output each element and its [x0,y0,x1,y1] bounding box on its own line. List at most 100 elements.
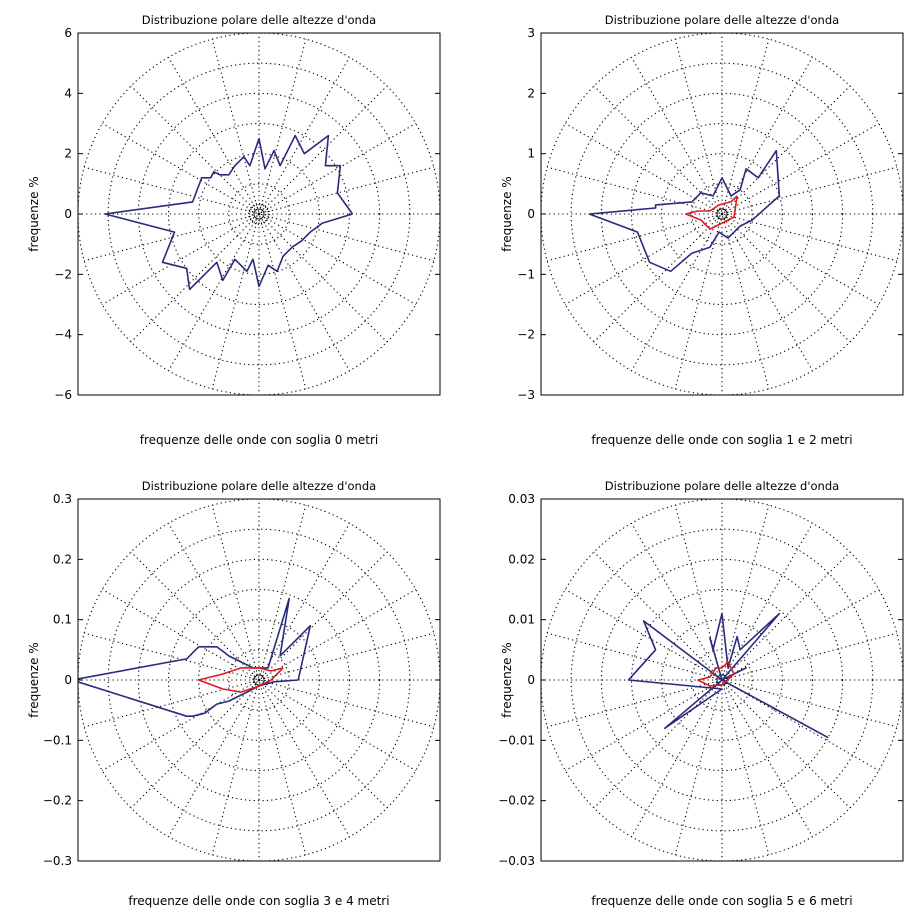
grid-ring [661,619,783,741]
y-tick-label: −0.3 [43,854,72,868]
grid-ring [691,649,753,711]
y-tick-label: 0.01 [508,613,535,627]
series-line-outer [588,149,781,273]
y-tick-label: −2 [54,267,72,281]
grid-spoke [593,213,723,343]
y-tick-label: 6 [64,26,72,40]
y-tick-label: 4 [64,86,72,100]
grid-spoke [258,551,388,681]
polar-panel-3: 0.3 0.2 0.1 0 −0.1 −0.2 −0.3 Distribuzione pola… [27,479,441,908]
plot-area [78,499,440,861]
grid-ring [630,588,814,772]
y-axis-label: frequenze % [500,176,514,251]
grid-spoke [721,56,813,215]
grid-ring [107,62,411,366]
y-tick-label: −0.03 [498,854,535,868]
grid-spoke [721,213,813,372]
grid-spoke [721,551,851,681]
series-line-outer [627,612,829,739]
polar-panel-4: 0.03 0.02 0.01 0 −0.01 −0.02 −0.03 Distribuzion… [498,479,904,908]
grid-ring [137,92,381,336]
grid-spoke [258,213,307,389]
grid-spoke [130,213,260,343]
grid-spoke [258,679,434,728]
center-ring [718,210,726,218]
grid-spoke [101,679,260,771]
grid-ring [167,588,351,772]
polar-panel-2: 3 2 1 0 −1 −2 −3 Distribuzione polare delle alt… [500,13,904,447]
chart-title: Distribuzione polare delle altezze d'ond… [142,479,376,493]
plot-area [541,499,903,861]
y-axis-label: frequenze % [27,642,41,717]
grid-ring [107,528,411,832]
chart-title: Distribuzione polare delle altezze d'ond… [605,479,839,493]
y-tick-label: −0.2 [43,794,72,808]
grid-spoke [101,123,260,215]
y-tick-label: −3 [517,388,535,402]
grid-spoke [101,589,260,681]
grid-ring [600,92,844,336]
grid-spoke [721,85,851,215]
y-tick-label: 2 [527,86,535,100]
center-ring [252,673,266,687]
grid-spoke [258,85,388,215]
grid-ring [167,122,351,306]
y-tick-label: 0 [527,673,535,687]
y-tick-label: 1 [527,147,535,161]
y-tick-label: 0.03 [508,492,535,506]
y-tick-label: −2 [517,328,535,342]
y-tick-label: 3 [527,26,535,40]
grid-spoke [593,551,723,681]
plot-area [541,33,903,395]
plot-area [78,33,440,395]
y-tick-label: −6 [54,388,72,402]
y-tick-label: 0.1 [53,613,72,627]
series-line-inner [684,195,738,230]
grid-spoke [564,123,723,215]
grid-spoke [721,522,813,681]
grid-spoke [593,679,723,809]
grid-spoke [258,56,350,215]
grid-spoke [258,166,434,215]
series-line-outer [78,597,312,718]
x-axis-label: frequenze delle onde con soglia 1 e 2 me… [591,433,852,447]
y-axis-label: frequenze % [27,176,41,251]
y-tick-label: −1 [517,267,535,281]
chart-title: Distribuzione polare delle altezze d'ond… [605,13,839,27]
y-tick-label: 0 [64,207,72,221]
y-tick-label: −4 [54,328,72,342]
x-axis-label: frequenze delle onde con soglia 0 metri [140,433,379,447]
grid-ring [198,153,320,275]
grid-ring [691,183,753,245]
grid-spoke [564,213,723,305]
grid-spoke [721,166,897,215]
y-tick-label: 0 [64,673,72,687]
grid-ring [630,122,814,306]
center-ring [255,676,263,684]
center-ring [251,206,267,222]
grid-spoke [721,679,770,855]
y-tick-label: −0.01 [498,733,535,747]
x-axis-label: frequenze delle onde con soglia 3 e 4 me… [128,894,389,908]
series-line-inner [197,667,284,693]
grid-ring [228,183,290,245]
grid-spoke [258,679,350,838]
x-axis-label: frequenze delle onde con soglia 5 e 6 me… [591,894,852,908]
grid-spoke [258,679,417,771]
grid-spoke [721,213,770,389]
series-line-outer [104,134,354,291]
grid-spoke [721,679,813,838]
center-ring [248,203,270,225]
grid-ring [137,558,381,802]
y-axis-label: frequenze % [500,642,514,717]
grid-spoke [721,213,880,305]
y-tick-label: −0.1 [43,733,72,747]
grid-ring [661,153,783,275]
grid-spoke [564,589,723,681]
center-ring [718,676,726,684]
grid-spoke [721,213,897,262]
grid-spoke [564,679,723,771]
series-line-inner [697,661,735,687]
y-tick-label: −0.02 [498,794,535,808]
